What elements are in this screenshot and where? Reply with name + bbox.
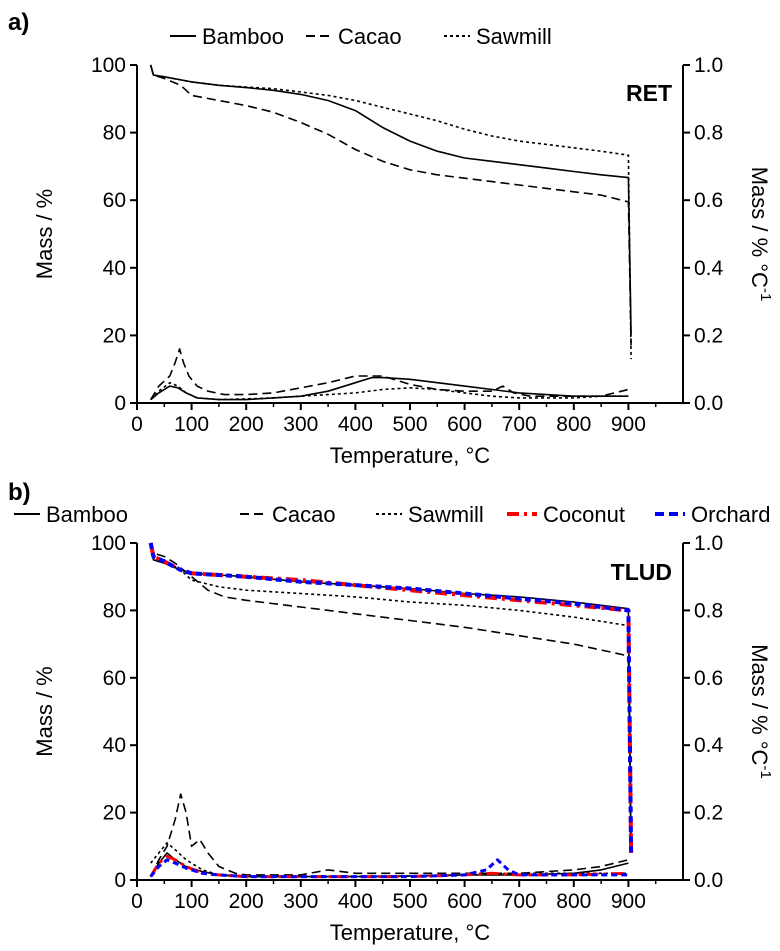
series-line-mass-cacao <box>149 542 632 854</box>
y-axis-label: Mass / % <box>32 189 57 279</box>
x-axis-label: Temperature, °C <box>330 443 491 468</box>
x-tick-label: 800 <box>556 890 591 913</box>
y2-tick-label: 1.0 <box>694 532 723 555</box>
series-line-mass-bamboo <box>149 64 632 336</box>
x-tick-label: 900 <box>611 413 646 436</box>
y-tick-label: 80 <box>103 122 126 145</box>
panel-tag: TLUD <box>611 559 672 585</box>
y2-axis-label-sup: -1 <box>757 288 774 301</box>
x-tick-label: 500 <box>392 890 427 913</box>
y2-tick-label: 0.2 <box>694 324 723 347</box>
y2-tick-label: 0.4 <box>694 734 724 757</box>
panel-tag: RET <box>626 80 672 106</box>
x-tick-label: 300 <box>283 890 318 913</box>
series-line-mass-coconut <box>148 542 634 854</box>
x-tick-label: 0 <box>131 413 143 436</box>
series-line-dtg-cacao <box>149 793 629 877</box>
panel-b: b) 0 100 200 300 400 500 600 700 800 900 0 20 40 60 80 1… <box>8 479 774 945</box>
y-tick-label: 20 <box>103 324 126 347</box>
x-tick-label: 100 <box>174 890 209 913</box>
x-tick-label: 200 <box>229 413 264 436</box>
x-tick-label: 700 <box>502 413 537 436</box>
y-tick-label: 100 <box>91 532 126 555</box>
x-tick-label: 400 <box>338 890 373 913</box>
legend-label: Sawmill <box>408 502 484 527</box>
x-tick-label: 800 <box>556 413 591 436</box>
y-tick-label: 60 <box>103 667 126 690</box>
series-line-dtg-sawmill <box>150 381 629 401</box>
y2-tick-label: 0.4 <box>694 257 724 280</box>
legend-label: Cacao <box>272 502 336 527</box>
series-line-mass-orchard <box>148 542 634 854</box>
x-tick-label: 600 <box>447 413 482 436</box>
y-tick-label: 0 <box>114 869 126 892</box>
x-tick-label: 600 <box>447 890 482 913</box>
panel-letter: a) <box>8 9 29 36</box>
panel-letter: b) <box>8 479 31 506</box>
y-tick-label: 40 <box>103 734 126 757</box>
y2-tick-label: 0.8 <box>694 122 723 145</box>
y-tick-label: 20 <box>103 802 126 825</box>
x-tick-label: 300 <box>283 413 318 436</box>
x-tick-label: 100 <box>174 413 209 436</box>
panel-a: a) 0 100 200 300 400 500 600 700 800 900 0 20 40 60 80 1… <box>8 9 774 468</box>
series-line-dtg-cacao <box>150 348 629 401</box>
legend-label: Bamboo <box>46 502 128 527</box>
y2-tick-label: 0.6 <box>694 667 723 690</box>
y2-axis-label: Mass / % °C-1 <box>747 167 774 302</box>
legend-label: Cacao <box>338 24 402 49</box>
y2-tick-label: 1.0 <box>694 54 723 77</box>
x-tick-label: 400 <box>338 413 373 436</box>
y-tick-label: 60 <box>103 189 126 212</box>
x-tick-label: 700 <box>502 890 537 913</box>
y2-tick-label: 0.0 <box>694 392 723 415</box>
legend-label: Orchard <box>691 502 770 527</box>
y2-tick-label: 0.2 <box>694 802 723 825</box>
y-axis-label: Mass / % <box>32 666 57 756</box>
legend-label: Sawmill <box>476 24 552 49</box>
series-line-mass-sawmill <box>149 64 632 360</box>
y-tick-label: 0 <box>114 392 126 415</box>
x-tick-label: 900 <box>611 890 646 913</box>
y2-axis-label-sup: -1 <box>757 765 774 778</box>
series-line-dtg-orchard <box>149 858 629 879</box>
y2-axis-label: Mass / % °C-1 <box>747 644 774 779</box>
y-tick-label: 40 <box>103 257 126 280</box>
x-tick-label: 200 <box>229 890 264 913</box>
x-axis-label: Temperature, °C <box>330 920 491 945</box>
y2-tick-label: 0.0 <box>694 869 723 892</box>
y2-axis-label-main: Mass / % °C <box>747 167 772 288</box>
series-line-mass-cacao <box>149 64 632 346</box>
y2-axis-label-main: Mass / % °C <box>747 644 772 765</box>
x-tick-label: 500 <box>392 413 427 436</box>
y-tick-label: 100 <box>91 54 126 77</box>
y2-tick-label: 0.8 <box>694 599 723 622</box>
legend-label: Bamboo <box>202 24 284 49</box>
series-line-dtg-bamboo <box>150 376 629 401</box>
y-tick-label: 80 <box>103 599 126 622</box>
x-tick-label: 0 <box>131 890 143 913</box>
y2-tick-label: 0.6 <box>694 189 723 212</box>
legend-label: Coconut <box>543 502 625 527</box>
